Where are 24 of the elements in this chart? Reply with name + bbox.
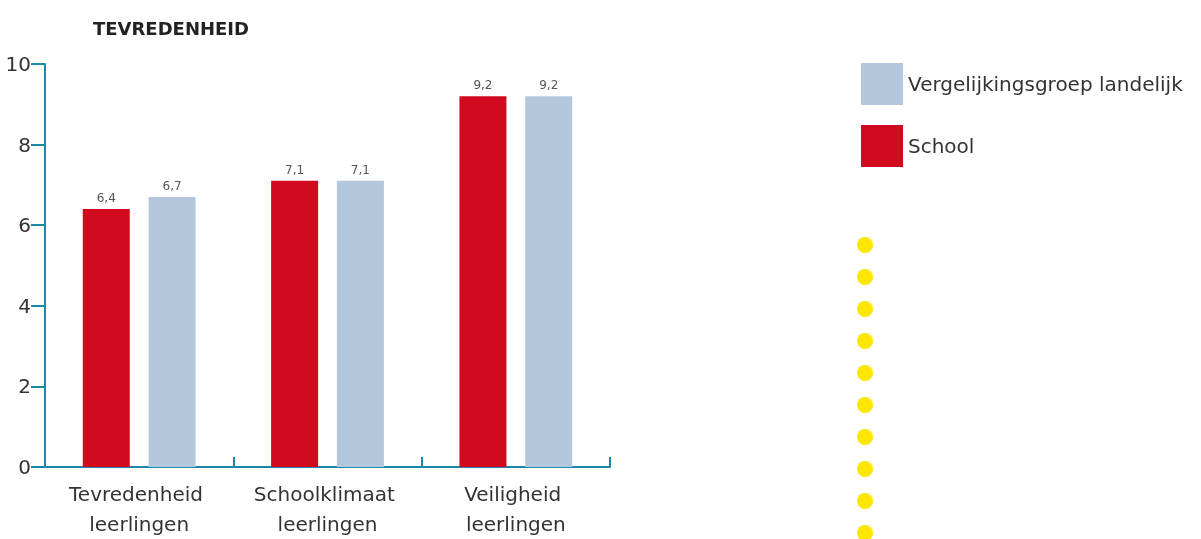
y-tick-label: 10 bbox=[5, 52, 31, 76]
data-label: 6,4 bbox=[96, 191, 116, 206]
y-tick-label: 6 bbox=[18, 213, 31, 238]
y-tick-label: 8 bbox=[18, 132, 31, 157]
data-label: 7,1 bbox=[285, 162, 305, 177]
bar bbox=[271, 180, 319, 467]
y-tick-label: 0 bbox=[18, 455, 31, 479]
y-tick-label: 2 bbox=[18, 374, 31, 399]
x-tick-label: Schoolklimaat leerlingen bbox=[253, 482, 402, 536]
bar bbox=[148, 196, 196, 467]
bar bbox=[336, 180, 384, 467]
y-tick-label: 4 bbox=[18, 293, 31, 318]
bar bbox=[82, 209, 130, 467]
bar bbox=[459, 96, 507, 467]
x-tick-label: Veiligheid leerlingen bbox=[464, 482, 568, 536]
legend-label: School bbox=[908, 134, 975, 158]
chart-title: TEVREDENHEID bbox=[93, 17, 249, 39]
data-label: 9,2 bbox=[473, 78, 493, 93]
data-label: 7,1 bbox=[350, 162, 370, 177]
x-tick-label: Tevredenheid leerlingen bbox=[68, 482, 210, 536]
legend-label: Vergelijkingsgroep landelijk bbox=[908, 72, 1184, 96]
bar bbox=[525, 96, 573, 467]
data-label: 9,2 bbox=[539, 78, 559, 93]
data-label: 6,7 bbox=[162, 178, 182, 193]
